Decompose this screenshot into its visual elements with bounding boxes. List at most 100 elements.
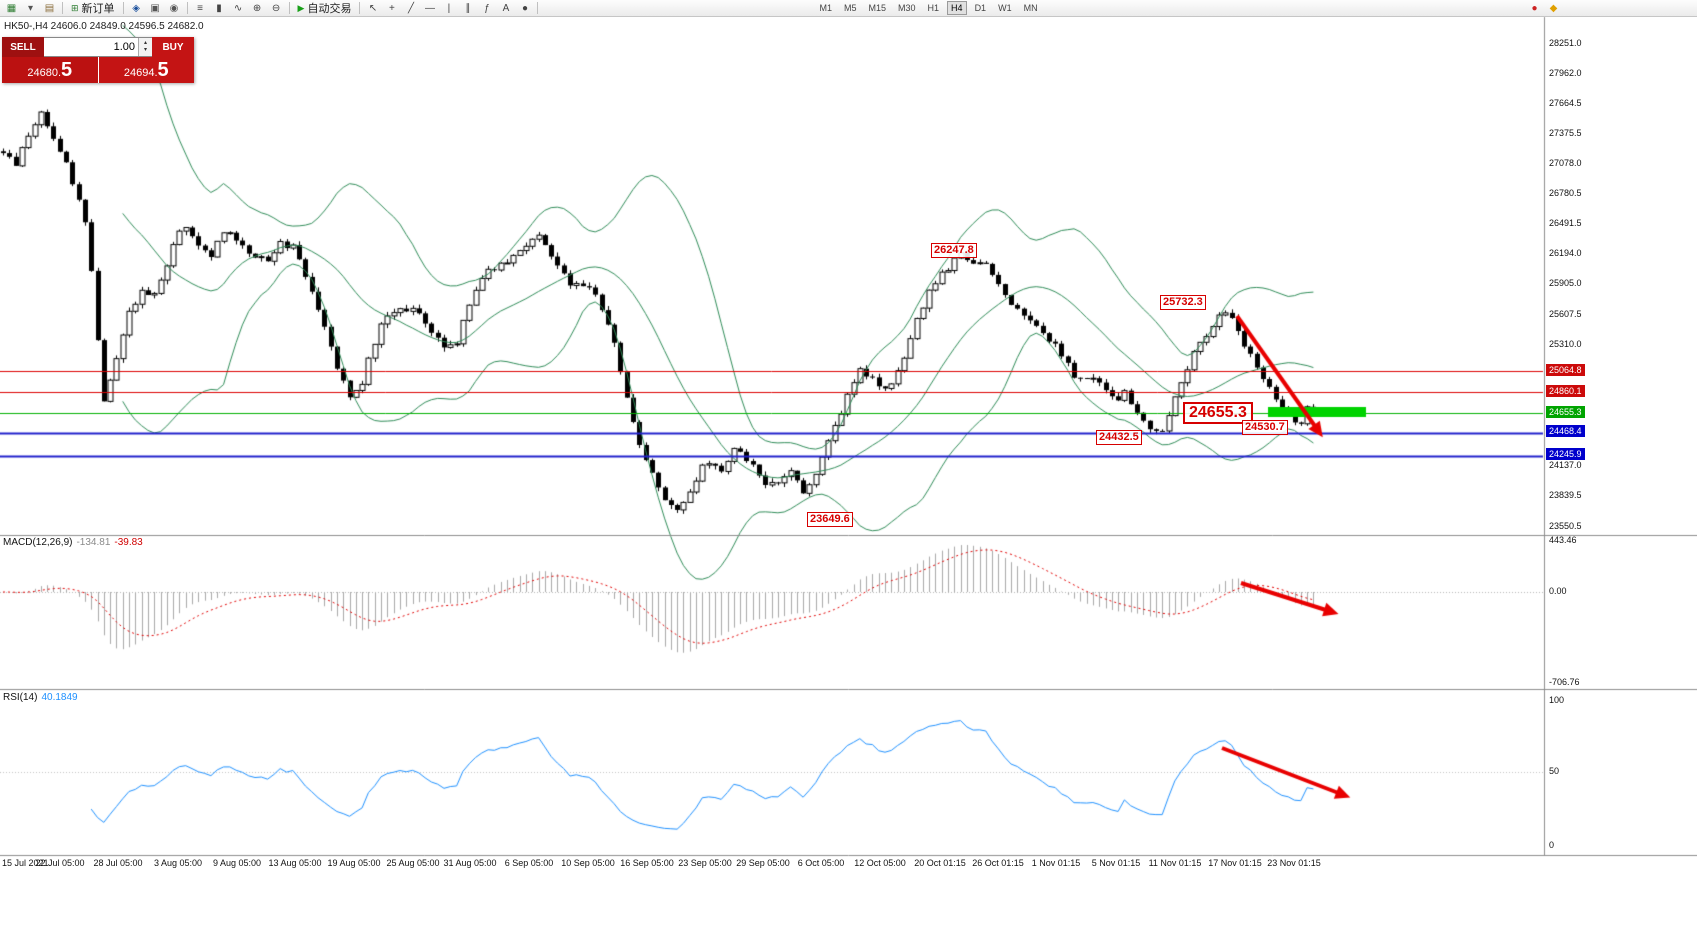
zoom-out-icon[interactable]: ⊖ [271, 2, 281, 14]
time-axis-label: 9 Aug 05:00 [212, 858, 262, 868]
volume-input[interactable]: 1.00 ▴ ▾ [44, 37, 152, 57]
time-axis-label: 5 Nov 01:15 [1091, 858, 1141, 868]
market-watch-icon[interactable]: ◈ [132, 2, 140, 14]
price-annotation[interactable]: 24432.5 [1096, 430, 1142, 445]
rsi-value: 40.1849 [41, 692, 78, 703]
time-axis-label: 19 Aug 05:00 [327, 858, 381, 868]
auto-trading-button[interactable]: ▶ 自动交易 [294, 1, 356, 16]
time-axis-label: 16 Sep 05:00 [620, 858, 674, 868]
time-axis-label: 20 Oct 01:15 [914, 858, 966, 868]
time-axis-label: 11 Nov 01:15 [1148, 858, 1202, 868]
new-order-button[interactable]: ⊞ 新订单 [67, 1, 119, 16]
price-axis-tick: 27664.5 [1549, 98, 1582, 108]
zoom-in-icon[interactable]: ⊕ [252, 2, 262, 14]
price-axis-tick: 26491.5 [1549, 218, 1582, 228]
price-axis-tick: 25905.0 [1549, 278, 1582, 288]
cursor-icon[interactable]: ↖ [368, 2, 378, 14]
data-window-icon[interactable]: ▣ [150, 2, 160, 14]
volume-down-icon[interactable]: ▾ [143, 47, 147, 53]
time-axis-label: 22 Jul 05:00 [35, 858, 85, 868]
price-annotation[interactable]: 24655.3 [1183, 402, 1253, 424]
time-axis-label: 6 Sep 05:00 [504, 858, 554, 868]
volume-value: 1.00 [113, 41, 135, 53]
chart-dropdown-icon[interactable]: ▾ [27, 2, 34, 14]
mailbox-icon[interactable]: ◆ [1549, 2, 1558, 14]
line-chart-type-icon[interactable]: ∿ [233, 2, 243, 14]
crosshair-icon[interactable]: + [389, 2, 395, 14]
toolbar-separator [537, 2, 539, 14]
rsi-axis-tick: 0 [1549, 840, 1555, 850]
new-order-button-label: 新订单 [81, 3, 115, 15]
time-axis-label: 3 Aug 05:00 [153, 858, 203, 868]
price-axis-tick: 27078.0 [1549, 158, 1582, 168]
sell-button[interactable]: SELL [2, 37, 44, 57]
timeframe-m30-button[interactable]: M30 [898, 3, 916, 13]
timeframe-m15-button[interactable]: M15 [868, 3, 887, 13]
macd-signal-value: -39.83 [114, 537, 143, 548]
price-annotation[interactable]: 25732.3 [1160, 295, 1206, 310]
toolbar-gap [542, 8, 812, 9]
timeframe-mn-button[interactable]: MN [1023, 3, 1038, 13]
sell-price-big-digit: 5 [61, 59, 73, 81]
time-axis-label: 1 Nov 01:15 [1031, 858, 1081, 868]
rsi-name: RSI(14) [3, 692, 38, 703]
buy-price[interactable]: 24694. 5 [98, 57, 194, 83]
buy-price-main: 24694. [123, 67, 158, 79]
sell-price[interactable]: 24680. 5 [2, 57, 98, 83]
shapes-tool-icon[interactable]: ● [521, 2, 528, 14]
timeframe-w1-button[interactable]: W1 [998, 3, 1012, 13]
price-axis-tick: 26780.5 [1549, 188, 1582, 198]
alerts-icon[interactable]: ● [1531, 2, 1538, 14]
sell-price-main: 24680. [27, 67, 62, 79]
horizontal-line-icon[interactable]: ― [424, 2, 435, 14]
price-axis-tick: 26194.0 [1549, 248, 1582, 258]
time-axis-label: 13 Aug 05:00 [268, 858, 322, 868]
timeframe-h4-button[interactable]: H4 [947, 1, 967, 15]
time-axis-label: 12 Oct 05:00 [854, 858, 906, 868]
price-marker-box: 24655.3 [1546, 406, 1585, 418]
macd-axis-tick: 443.46 [1549, 535, 1577, 545]
toolbar-gap [1564, 8, 1694, 9]
macd-main-value: -134.81 [76, 537, 111, 548]
price-marker-box: 24245.9 [1546, 448, 1585, 460]
buy-price-big-digit: 5 [157, 59, 169, 81]
price-axis-tick: 27962.0 [1549, 68, 1582, 78]
time-axis-label: 23 Sep 05:00 [678, 858, 732, 868]
toolbar-separator [122, 2, 124, 14]
text-tool-icon[interactable]: A [502, 2, 510, 14]
trendline-icon[interactable]: ╱ [407, 2, 414, 14]
volume-spinner[interactable]: ▴ ▾ [138, 38, 152, 56]
rsi-indicator-label: RSI(14) 40.1849 [3, 692, 78, 703]
profiles-icon[interactable]: ▤ [44, 2, 55, 14]
candlestick-chart-type-icon[interactable]: ▮ [216, 2, 222, 14]
buy-button[interactable]: BUY [152, 37, 194, 57]
volume-up-icon[interactable]: ▴ [143, 40, 147, 46]
price-annotation[interactable]: 23649.6 [807, 512, 853, 527]
timeframe-m1-button[interactable]: M1 [819, 3, 832, 13]
price-axis-tick: 24137.0 [1549, 460, 1582, 470]
price-marker-box: 24468.4 [1546, 425, 1585, 437]
time-axis-label: 17 Nov 01:15 [1208, 858, 1262, 868]
channel-icon[interactable]: ∥ [465, 2, 471, 14]
timeframe-m5-button[interactable]: M5 [843, 3, 857, 13]
vertical-line-icon[interactable]: | [447, 2, 451, 14]
price-axis-tick: 27375.5 [1549, 128, 1582, 138]
price-annotation[interactable]: 24530.7 [1242, 420, 1288, 435]
fibonacci-icon[interactable]: ƒ [484, 2, 490, 14]
rsi-axis-tick: 100 [1549, 695, 1565, 705]
time-axis-label: 28 Jul 05:00 [93, 858, 143, 868]
toolbar-separator [62, 2, 63, 14]
new-chart-icon[interactable]: ▦ [6, 2, 17, 14]
bar-chart-type-icon[interactable]: ≡ [197, 2, 203, 14]
timeframe-h1-button[interactable]: H1 [927, 3, 940, 13]
time-axis-label: 26 Oct 01:15 [972, 858, 1024, 868]
timeframe-d1-button[interactable]: D1 [974, 3, 987, 13]
toolbar-separator [359, 2, 361, 14]
terminal-icon[interactable]: ◉ [169, 2, 179, 14]
price-annotation[interactable]: 26247.8 [931, 243, 977, 258]
one-click-trading-widget: SELL 1.00 ▴ ▾ BUY 24680. 5 24694. 5 [2, 37, 194, 83]
symbol-ohlc-label: HK50-,H4 24606.0 24849.0 24596.5 24682.0 [4, 21, 204, 32]
